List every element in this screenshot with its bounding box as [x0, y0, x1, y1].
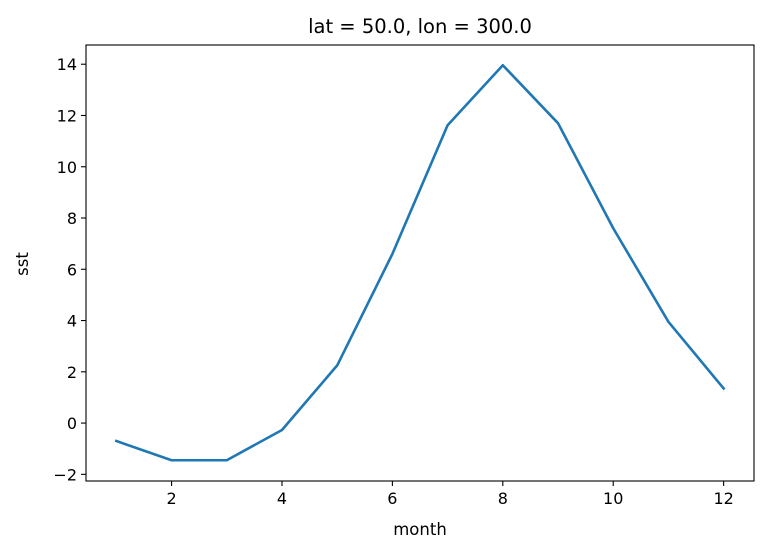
y-tick-label-2: 2 — [67, 363, 77, 382]
x-tick-label-12: 12 — [713, 489, 733, 508]
chart-title: lat = 50.0, lon = 300.0 — [308, 15, 532, 38]
plot-frame — [85, 44, 755, 482]
y-tick-label-14: 14 — [57, 55, 77, 74]
x-axis-label: month — [393, 520, 447, 539]
x-tick-label-2: 2 — [166, 489, 176, 508]
x-tick-label-8: 8 — [498, 489, 508, 508]
plot-area: 2 4 6 8 10 12 −2 0 2 4 6 8 10 12 14 — [53, 44, 755, 508]
y-tick-label-8: 8 — [67, 209, 77, 228]
x-tick-label-4: 4 — [277, 489, 287, 508]
y-tick-label--2: −2 — [53, 465, 77, 484]
x-tick-label-10: 10 — [603, 489, 623, 508]
series-line — [114, 63, 726, 462]
y-axis-label: sst — [13, 252, 32, 276]
y-tick-label-4: 4 — [67, 312, 77, 331]
y-tick-label-12: 12 — [57, 106, 77, 125]
x-tick-label-6: 6 — [387, 489, 397, 508]
y-tick-label-6: 6 — [67, 260, 77, 279]
y-tick-label-10: 10 — [57, 158, 77, 177]
y-tick-label-0: 0 — [67, 414, 77, 433]
